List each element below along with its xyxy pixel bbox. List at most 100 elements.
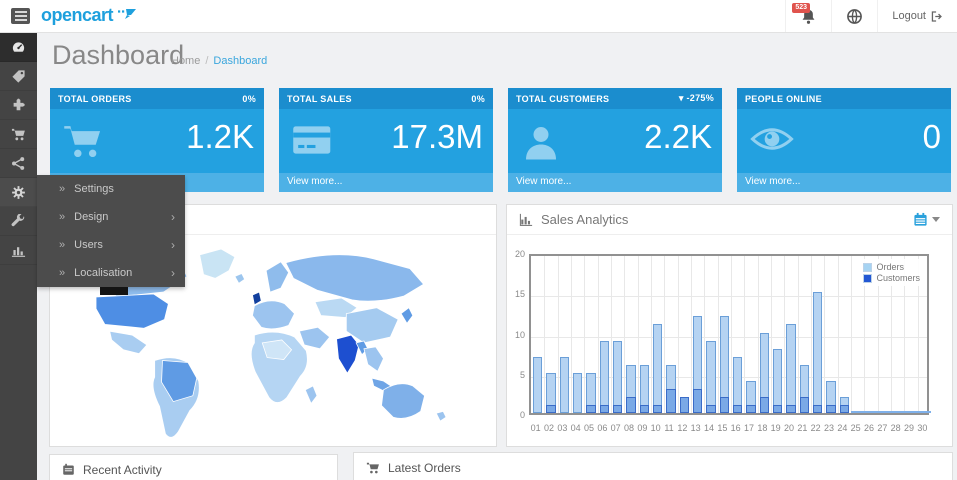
x-axis-tick: 27 [877,423,888,433]
x-axis-tick: 26 [863,423,874,433]
opencart-logo[interactable]: opencart [41,5,137,26]
sidebar-item-catalog[interactable] [0,62,37,91]
customers-bar [839,404,850,413]
y-axis-tick: 0 [519,410,525,420]
panel-title: Sales Analytics [541,212,629,227]
customers-bar [746,404,756,413]
customers-bar [812,404,823,413]
view-more-link[interactable]: View more... [508,173,722,192]
sidebar-item-tools[interactable] [0,207,37,236]
sidebar-item-marketing[interactable] [0,149,37,178]
orders-bar [812,292,823,413]
customers-bar [732,404,743,413]
legend-label: Orders [876,262,904,272]
submenu-item-users[interactable]: » Users › [37,231,185,259]
panel-title: Latest Orders [388,460,461,475]
submenu-shadow [100,287,128,295]
sidebar-item-extensions[interactable] [0,91,37,120]
tile-total-customers: TOTAL CUSTOMERS ▾ -275% 2.2K View more... [508,88,722,192]
tile-label: TOTAL ORDERS [58,93,132,104]
chevron-right-icon: › [171,210,175,224]
submenu-item-localisation[interactable]: » Localisation › [37,259,185,287]
customers-bar [679,396,690,413]
customers-bar [799,396,810,413]
customers-bar [612,404,623,413]
sidebar-item-system[interactable] [0,178,37,207]
y-axis-tick: 20 [514,249,525,259]
globe-icon [847,8,863,24]
date-range-button[interactable] [913,212,940,227]
submenu-item-settings[interactable]: » Settings [37,175,185,203]
latest-orders-panel: Latest Orders [353,452,953,480]
x-axis-tick: 07 [610,423,621,433]
submenu-label: Users [74,239,103,251]
orders-bar [532,356,543,413]
orders-bar [599,340,610,413]
x-axis-tick: 11 [664,423,674,433]
breadcrumb-current[interactable]: Dashboard [213,55,268,67]
double-angle-icon: » [59,211,66,223]
tile-value: 0 [922,118,941,155]
sales-analytics-panel: Sales Analytics Orders Customers 0 5 10 15 20… [506,204,953,447]
tag-icon [12,69,25,83]
tile-label: TOTAL SALES [287,93,352,104]
legend-swatch [863,273,873,283]
customers-bar [786,404,796,413]
sidebar-item-dashboard[interactable] [0,33,37,62]
sidebar-item-reports[interactable] [0,236,37,265]
view-more-link[interactable]: View more... [279,173,493,192]
legend-label: Customers [876,273,920,283]
orders-bar [706,340,716,413]
logout-button[interactable]: Logout [877,0,957,32]
x-axis-tick: 12 [677,423,688,433]
view-more-link[interactable]: View more... [737,173,951,192]
credit-card-icon [292,122,334,163]
orders-bar [786,324,796,413]
tile-change: 0% [242,93,256,104]
orders-bar [652,324,663,413]
x-axis-tick: 25 [850,423,861,433]
x-axis-tick: 21 [797,423,808,433]
notification-badge: 523 [792,3,811,13]
x-axis-tick: 29 [903,423,914,433]
cart-icon [63,122,105,165]
notifications-button[interactable]: 523 [785,0,831,32]
customers-bar [759,396,770,413]
x-axis-tick: 19 [770,423,781,433]
x-axis-tick: 10 [650,423,661,433]
y-axis-tick: 15 [514,289,525,300]
tile-label: TOTAL CUSTOMERS [516,93,610,104]
customers-bar [692,388,703,413]
calendar-icon [914,212,927,226]
orders-bar [559,356,570,413]
orders-bar [572,372,583,413]
x-axis-tick: 15 [717,423,728,433]
submenu-label: Settings [74,183,114,195]
sign-out-icon [931,10,942,22]
tile-value: 1.2K [186,118,254,155]
breadcrumb: Home / Dashboard [171,55,267,67]
submenu-label: Design [74,211,109,223]
customers-bar [719,396,730,413]
x-axis-tick: 08 [623,423,634,433]
y-axis-tick: 5 [519,369,525,380]
sidebar-nav [0,33,37,480]
x-axis-tick: 30 [917,423,928,433]
chart-plot-area: Orders Customers [529,254,931,415]
breadcrumb-home[interactable]: Home [171,55,201,67]
sidebar-item-sales[interactable] [0,120,37,149]
x-axis-tick: 06 [597,423,608,433]
stores-button[interactable] [831,0,877,32]
x-axis-tick: 22 [810,423,821,433]
customers-bar [652,404,663,413]
menu-toggle-icon[interactable] [11,8,30,24]
gear-icon [12,185,25,199]
x-axis-tick: 16 [730,423,741,433]
cart-icon [11,128,25,140]
tile-value: 2.2K [644,118,712,155]
customers-bar [666,388,676,413]
submenu-label: Localisation [74,267,133,279]
x-axis-tick: 02 [543,423,554,433]
x-axis-tick: 23 [823,423,834,433]
submenu-item-design[interactable]: » Design › [37,203,185,231]
